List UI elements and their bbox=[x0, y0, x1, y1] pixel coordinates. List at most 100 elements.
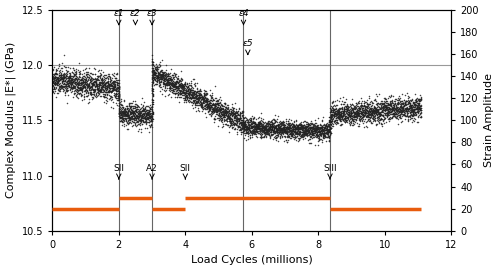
Point bbox=[368, 113, 376, 118]
Point bbox=[74, 72, 82, 76]
Point bbox=[385, 117, 393, 121]
Point bbox=[283, 126, 291, 130]
Point bbox=[304, 127, 312, 131]
Point bbox=[302, 124, 310, 128]
Point bbox=[96, 72, 104, 77]
Point bbox=[182, 91, 190, 95]
Point bbox=[392, 107, 400, 111]
Point bbox=[108, 89, 116, 93]
Point bbox=[176, 82, 184, 86]
Point bbox=[367, 111, 375, 116]
Point bbox=[256, 111, 264, 115]
Point bbox=[110, 84, 118, 88]
Point bbox=[247, 130, 255, 134]
Point bbox=[282, 121, 290, 125]
Point bbox=[174, 85, 182, 89]
Point bbox=[136, 115, 144, 120]
Point bbox=[366, 109, 374, 114]
Point bbox=[314, 133, 322, 137]
Point bbox=[166, 74, 174, 78]
Point bbox=[124, 112, 132, 117]
Point bbox=[304, 127, 312, 132]
Point bbox=[50, 77, 58, 81]
Point bbox=[408, 113, 416, 117]
Point bbox=[286, 136, 294, 140]
Point bbox=[394, 108, 402, 113]
Point bbox=[327, 120, 335, 124]
Point bbox=[155, 77, 163, 82]
Point bbox=[148, 80, 156, 84]
Point bbox=[200, 100, 207, 105]
Point bbox=[216, 108, 224, 112]
Point bbox=[395, 98, 403, 102]
Point bbox=[50, 79, 58, 84]
Point bbox=[390, 113, 398, 117]
Point bbox=[414, 102, 422, 106]
Point bbox=[244, 127, 252, 132]
Point bbox=[310, 125, 318, 130]
Point bbox=[142, 113, 150, 118]
Point bbox=[224, 110, 232, 115]
Point bbox=[129, 116, 137, 121]
Point bbox=[250, 128, 258, 133]
Point bbox=[112, 96, 120, 100]
Point bbox=[258, 119, 266, 124]
Point bbox=[271, 112, 279, 117]
Point bbox=[370, 111, 378, 115]
Point bbox=[236, 109, 244, 114]
Point bbox=[405, 107, 413, 111]
Point bbox=[175, 91, 183, 95]
Point bbox=[412, 110, 420, 115]
Point bbox=[227, 117, 235, 121]
Point bbox=[126, 116, 134, 121]
Point bbox=[318, 135, 326, 139]
Point bbox=[84, 84, 92, 89]
Point bbox=[361, 108, 369, 113]
Point bbox=[282, 125, 290, 130]
Point bbox=[278, 125, 286, 130]
Point bbox=[316, 130, 324, 134]
Point bbox=[99, 85, 107, 90]
Point bbox=[394, 98, 402, 102]
Point bbox=[58, 84, 66, 89]
Point bbox=[132, 105, 140, 109]
Point bbox=[241, 119, 249, 123]
Point bbox=[178, 93, 186, 97]
Point bbox=[371, 105, 379, 109]
Point bbox=[315, 138, 323, 142]
Point bbox=[154, 70, 162, 75]
Point bbox=[394, 105, 402, 109]
Point bbox=[234, 118, 242, 123]
Point bbox=[354, 106, 362, 110]
Point bbox=[118, 113, 126, 117]
Point bbox=[176, 91, 184, 96]
Point bbox=[102, 90, 110, 94]
Point bbox=[178, 88, 186, 92]
Point bbox=[178, 90, 186, 94]
Point bbox=[396, 108, 404, 112]
Point bbox=[232, 122, 240, 126]
Point bbox=[131, 123, 139, 127]
Point bbox=[224, 115, 232, 120]
Point bbox=[81, 85, 89, 89]
Point bbox=[146, 114, 154, 118]
Point bbox=[163, 74, 171, 78]
Point bbox=[160, 86, 168, 90]
Point bbox=[227, 122, 235, 127]
Point bbox=[411, 92, 419, 96]
Point bbox=[256, 126, 264, 130]
Point bbox=[178, 83, 186, 88]
Point bbox=[272, 128, 280, 132]
Point bbox=[310, 126, 318, 130]
Point bbox=[342, 104, 350, 108]
Point bbox=[338, 109, 346, 114]
Point bbox=[235, 124, 243, 128]
Point bbox=[213, 102, 221, 106]
Point bbox=[323, 124, 331, 129]
Point bbox=[278, 120, 286, 124]
Point bbox=[328, 105, 336, 109]
Point bbox=[233, 117, 241, 122]
Point bbox=[376, 101, 384, 106]
Point bbox=[392, 102, 400, 106]
Point bbox=[84, 82, 92, 86]
